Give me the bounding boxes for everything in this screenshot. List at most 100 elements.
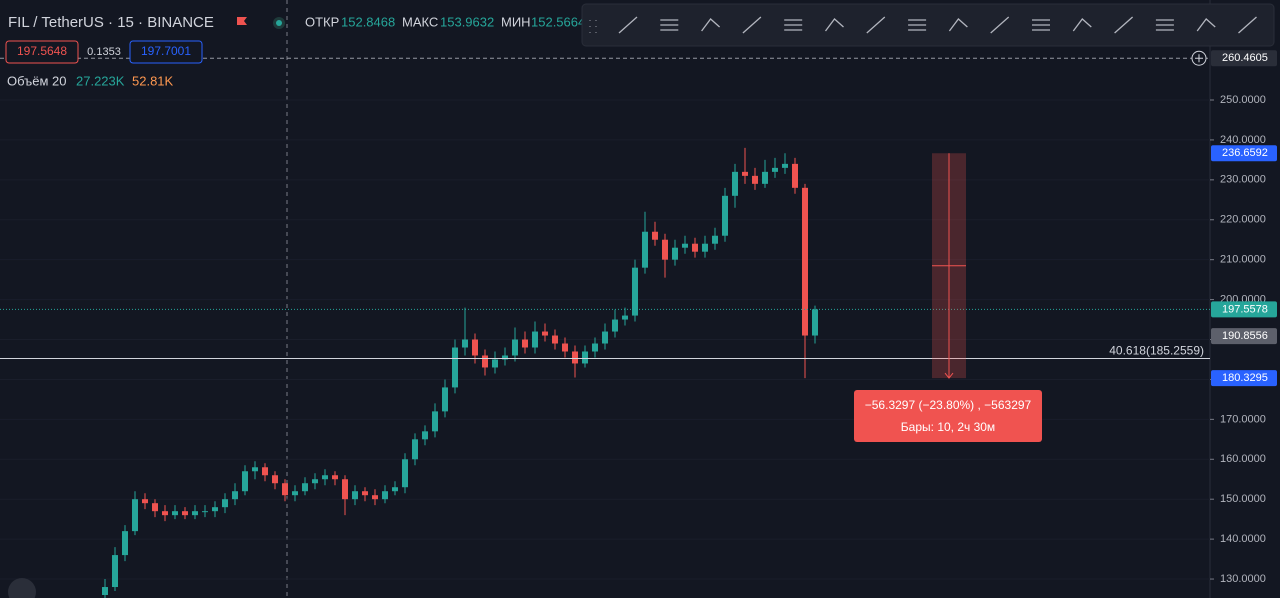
candle-body [462, 339, 468, 348]
candle-body [122, 531, 128, 556]
candle-body [772, 167, 778, 172]
y-tick-label: 140.0000 [1220, 533, 1266, 545]
price-badge-label: 190.8556 [1222, 330, 1268, 342]
bid: 197.5648 [17, 44, 67, 58]
candle-body [312, 479, 318, 484]
candle-body [712, 235, 718, 244]
measure-tooltip [854, 390, 1042, 442]
candle-body [472, 339, 478, 356]
price-badge [1211, 145, 1277, 162]
candle-body [582, 351, 588, 364]
volume-value: 27.223K [76, 73, 125, 88]
candle-body [672, 247, 678, 260]
y-tick-label: 220.0000 [1220, 214, 1266, 226]
price-badge [1211, 301, 1277, 318]
candle-body [682, 243, 688, 248]
candle-body [592, 343, 598, 352]
candle-body [442, 387, 448, 412]
y-tick-label: 150.0000 [1220, 493, 1266, 505]
bid-box[interactable] [5, 40, 79, 64]
candle-body [322, 475, 328, 480]
candle-body [782, 163, 788, 168]
y-tick-label: 130.0000 [1220, 573, 1266, 585]
candle-body [292, 491, 298, 496]
tool-icon[interactable] [1238, 16, 1257, 34]
y-tick-label: 170.0000 [1220, 413, 1266, 425]
y-tick-label: 240.0000 [1220, 134, 1266, 146]
candle-body [422, 431, 428, 440]
candle-body [552, 335, 558, 344]
candle-body [272, 475, 278, 484]
candle-body [762, 171, 768, 184]
ask: 197.7001 [141, 44, 191, 58]
high-value: 153.9632 [440, 14, 494, 29]
candle-body [302, 483, 308, 492]
tool-icon[interactable] [1114, 16, 1134, 34]
price-badge-label: 236.6592 [1222, 147, 1268, 159]
tool-icon[interactable] [618, 16, 638, 34]
tool-icon[interactable] [701, 18, 721, 32]
volume-label: Объём 20 [7, 73, 67, 88]
candle-body [702, 243, 708, 252]
candle-body [352, 491, 358, 500]
candle-body [372, 495, 378, 500]
candle-body [572, 351, 578, 364]
price-badge [1211, 328, 1277, 345]
candle-body [652, 231, 658, 240]
tool-icon[interactable] [866, 16, 886, 34]
high-label: МАКС [402, 14, 438, 29]
candle-body [242, 471, 248, 492]
tool-icon[interactable] [824, 18, 844, 32]
candle-body [502, 355, 508, 360]
price-badge [1211, 370, 1277, 387]
candle-body [282, 483, 288, 496]
candle-body [382, 491, 388, 500]
candle-body [732, 171, 738, 196]
price-badge-label: 260.4605 [1222, 52, 1268, 64]
y-tick-label: 230.0000 [1220, 174, 1266, 186]
candle-body [112, 555, 118, 588]
tool-icon[interactable] [1072, 18, 1092, 32]
logo [8, 578, 36, 598]
open-label: ОТКР [305, 14, 339, 29]
tool-icon[interactable] [784, 19, 803, 31]
candle-body [542, 331, 548, 336]
candle-body [802, 187, 808, 336]
status-dot [276, 20, 282, 26]
tool-icon[interactable] [908, 19, 927, 31]
candle-body [412, 439, 418, 460]
tool-icon[interactable] [1196, 18, 1216, 32]
tool-icon[interactable] [948, 18, 968, 32]
symbol: FIL / TetherUS · 15 · BINANCE [8, 14, 214, 31]
ask-box[interactable] [129, 40, 203, 64]
price-badge [1211, 50, 1277, 67]
candle-body [692, 243, 698, 252]
candle-body [202, 511, 208, 513]
candle-body [612, 319, 618, 332]
candle-body [392, 487, 398, 492]
low-value: 152.5664 [531, 14, 585, 29]
tool-icon[interactable] [742, 16, 762, 34]
tool-icon[interactable] [1155, 19, 1174, 31]
candle-body [142, 499, 148, 504]
candle-body [812, 309, 818, 336]
y-tick-label: 250.0000 [1220, 94, 1266, 106]
measure-change: −56.3297 (−23.80%) , −563297 [865, 398, 1032, 412]
candle-body [182, 511, 188, 516]
toolbar-bg [581, 3, 1275, 47]
candle-body [362, 491, 368, 496]
candle-body [632, 267, 638, 316]
candle-body [622, 315, 628, 320]
candle-body [252, 467, 258, 472]
tool-icon[interactable] [990, 16, 1010, 34]
candle-body [232, 491, 238, 500]
candle-body [222, 499, 228, 508]
candle-body [402, 459, 408, 488]
candle-body [602, 331, 608, 344]
y-tick-label: 160.0000 [1220, 453, 1266, 465]
tool-icon[interactable] [660, 19, 679, 31]
tool-icon[interactable] [1032, 19, 1050, 31]
